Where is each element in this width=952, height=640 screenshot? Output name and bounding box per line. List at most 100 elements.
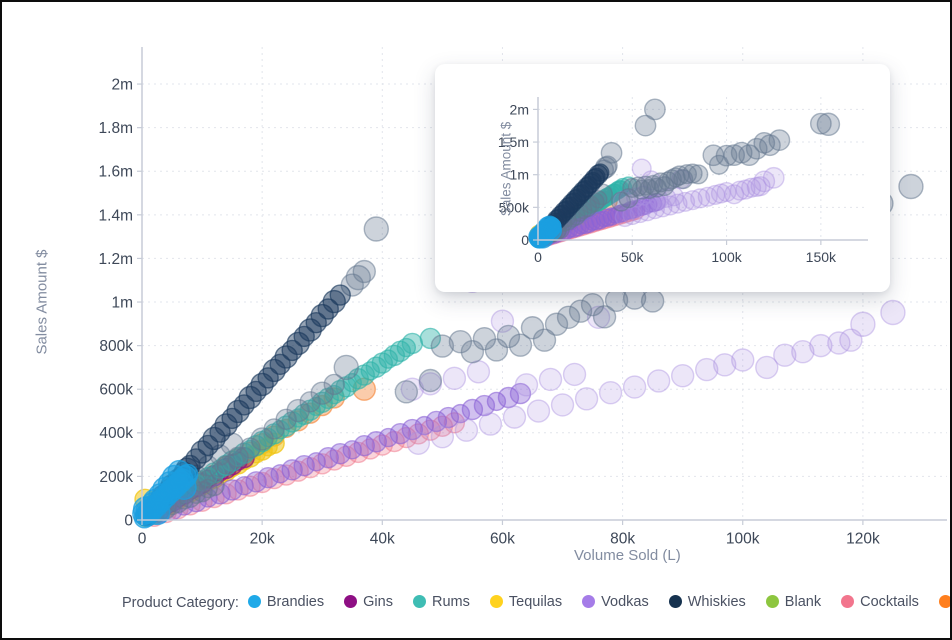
bubble[interactable]	[473, 394, 496, 417]
bubble[interactable]	[203, 474, 225, 497]
bubble[interactable]	[171, 474, 197, 501]
legend-item-cocktails[interactable]: Cocktails	[841, 594, 919, 610]
bubble[interactable]	[323, 373, 345, 396]
bubble[interactable]	[293, 455, 315, 477]
bubble[interactable]	[329, 379, 351, 402]
bubble[interactable]	[629, 203, 650, 224]
bubble[interactable]	[622, 205, 643, 226]
bubble[interactable]	[520, 316, 545, 340]
bubble[interactable]	[697, 186, 718, 207]
bubble[interactable]	[753, 170, 776, 193]
bubble[interactable]	[592, 305, 617, 329]
bubble[interactable]	[850, 311, 876, 337]
bubble[interactable]	[640, 289, 665, 313]
bubble[interactable]	[614, 206, 635, 228]
bubble[interactable]	[695, 357, 719, 382]
bubble[interactable]	[705, 184, 726, 205]
bubble[interactable]	[556, 305, 581, 329]
bubble[interactable]	[306, 452, 326, 472]
bubble[interactable]	[394, 380, 419, 404]
bubble[interactable]	[652, 197, 673, 218]
bubble[interactable]	[574, 387, 599, 411]
bubble[interactable]	[342, 440, 362, 460]
bubble[interactable]	[220, 432, 244, 456]
bubble[interactable]	[352, 259, 376, 284]
bubble[interactable]	[746, 176, 767, 198]
bubble[interactable]	[650, 172, 671, 193]
bubble[interactable]	[257, 467, 279, 489]
bubble[interactable]	[586, 305, 611, 329]
bubble[interactable]	[286, 398, 310, 423]
bubble[interactable]	[713, 353, 737, 377]
bubble[interactable]	[418, 368, 443, 393]
bubble[interactable]	[239, 437, 261, 459]
bubble[interactable]	[311, 391, 333, 413]
bubble[interactable]	[880, 299, 906, 326]
bubble[interactable]	[809, 333, 833, 358]
bubble[interactable]	[670, 364, 695, 388]
bubble[interactable]	[816, 112, 841, 137]
bubble[interactable]	[544, 312, 569, 336]
bubble[interactable]	[568, 299, 593, 323]
bubble[interactable]	[215, 454, 237, 476]
bubble[interactable]	[454, 418, 479, 442]
bubble[interactable]	[600, 141, 623, 164]
bubble[interactable]	[538, 367, 563, 392]
legend-item-tequilas[interactable]: Tequilas	[489, 594, 562, 610]
bubble[interactable]	[731, 348, 755, 372]
bubble[interactable]	[682, 190, 703, 211]
bubble[interactable]	[333, 354, 359, 381]
bubble[interactable]	[588, 164, 609, 185]
bubble[interactable]	[378, 427, 399, 448]
bubble[interactable]	[430, 334, 455, 358]
bubble[interactable]	[622, 375, 647, 399]
bubble[interactable]	[768, 129, 791, 151]
bubble[interactable]	[406, 431, 431, 455]
bubble[interactable]	[442, 366, 467, 391]
bubble[interactable]	[389, 422, 412, 445]
bubble[interactable]	[270, 464, 290, 484]
bubble[interactable]	[809, 112, 832, 135]
bubble[interactable]	[460, 340, 485, 364]
bubble[interactable]	[659, 195, 681, 216]
bubble[interactable]	[646, 369, 671, 393]
legend-item-brandies[interactable]: Brandies	[247, 594, 324, 610]
bubble[interactable]	[631, 158, 652, 179]
bubble[interactable]	[490, 309, 515, 333]
bubble[interactable]	[497, 386, 520, 409]
bubble[interactable]	[502, 405, 527, 429]
bubble[interactable]	[329, 443, 351, 465]
legend-item-blank[interactable]: Blank	[765, 594, 821, 610]
bubble[interactable]	[383, 344, 406, 367]
bubble[interactable]	[419, 327, 442, 350]
bubble[interactable]	[637, 201, 658, 222]
bubble[interactable]	[216, 455, 236, 475]
bubble[interactable]	[839, 328, 863, 352]
bubble[interactable]	[310, 381, 334, 405]
legend-item-whiskies[interactable]: Whiskies	[668, 594, 746, 610]
bubble[interactable]	[430, 425, 455, 449]
bubble[interactable]	[353, 434, 375, 457]
bubble[interactable]	[598, 381, 623, 405]
bubble[interactable]	[486, 391, 507, 412]
bubble[interactable]	[716, 182, 737, 203]
bubble[interactable]	[708, 154, 730, 175]
bubble[interactable]	[589, 190, 608, 209]
bubble[interactable]	[688, 164, 709, 185]
bubble[interactable]	[898, 173, 924, 200]
bubble[interactable]	[675, 191, 696, 212]
bubble[interactable]	[414, 415, 435, 436]
bubble[interactable]	[634, 114, 657, 137]
bubble[interactable]	[644, 199, 665, 220]
bubble[interactable]	[755, 355, 779, 380]
bubble[interactable]	[437, 406, 460, 429]
bubble[interactable]	[762, 166, 785, 189]
bubble[interactable]	[466, 360, 491, 384]
bubble[interactable]	[281, 459, 303, 481]
bubble[interactable]	[234, 476, 254, 496]
bubble[interactable]	[365, 431, 387, 453]
bubble[interactable]	[263, 467, 285, 490]
bubble[interactable]	[509, 382, 532, 405]
bubble[interactable]	[275, 408, 297, 430]
bubble[interactable]	[450, 403, 471, 424]
